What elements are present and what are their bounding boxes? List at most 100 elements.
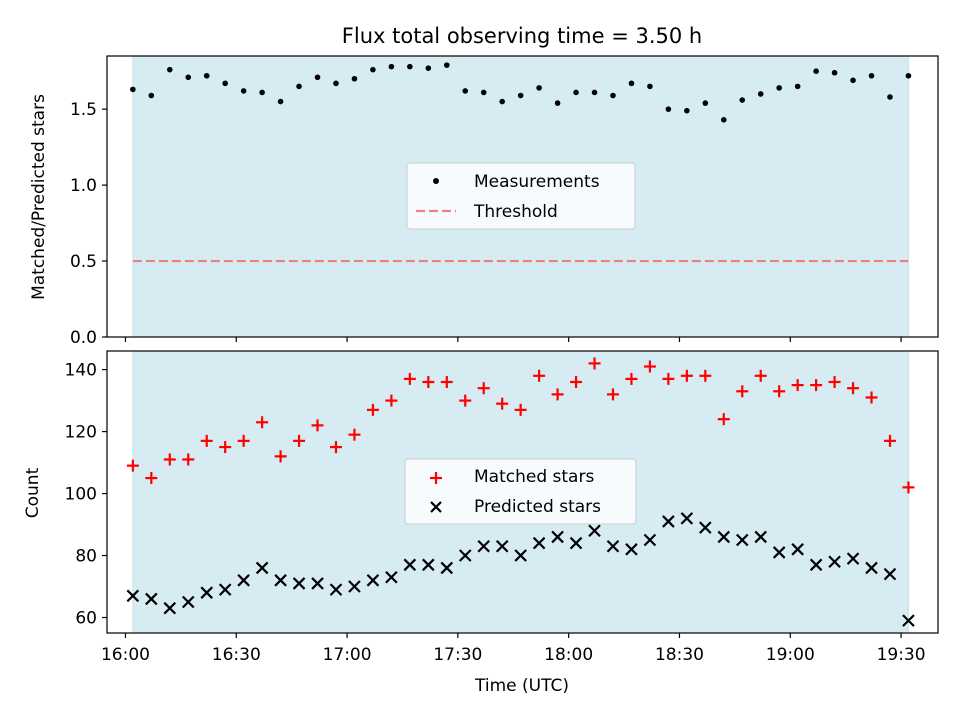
predicted-star-point — [237, 574, 250, 587]
matched-star-point — [256, 416, 269, 429]
predicted-star-point — [717, 530, 731, 544]
predicted-star-point — [218, 583, 232, 596]
measurement-point — [720, 116, 727, 123]
matched-star-point — [902, 481, 915, 494]
measurement-point — [259, 89, 265, 96]
matched-star-point — [403, 372, 416, 385]
measurement-point — [610, 92, 616, 99]
predicted-star-point — [643, 533, 657, 547]
predicted-star-point — [699, 521, 712, 534]
predicted-star-point — [514, 549, 527, 562]
matched-star-point — [496, 397, 509, 410]
measurement-point — [148, 92, 155, 99]
measurement-point — [757, 91, 764, 97]
measurement-point — [647, 83, 653, 90]
predicted-star-point — [274, 574, 287, 587]
matched-star-point — [514, 403, 527, 416]
x-tick-label: 19:30 — [877, 645, 926, 665]
predicted-star-point — [569, 536, 583, 550]
predicted-star-point — [126, 589, 140, 603]
measurement-point — [443, 62, 450, 68]
bottom-y-tick-label: 80 — [75, 547, 97, 567]
predicted-star-point — [145, 592, 158, 606]
predicted-star-point — [883, 567, 897, 581]
predicted-star-point — [495, 539, 509, 553]
measurement-point — [702, 100, 709, 106]
measurements-points — [130, 62, 912, 123]
predicted-star-point — [292, 577, 306, 590]
predicted-star-point — [458, 549, 472, 562]
measurement-point — [499, 98, 505, 105]
measurement-point — [407, 63, 413, 70]
matched-star-point — [182, 453, 195, 466]
matched-star-point — [736, 385, 749, 398]
matched-star-point — [533, 369, 546, 382]
predicted-star-point — [329, 583, 343, 596]
predicted-star-point — [606, 539, 620, 553]
measurement-point — [776, 85, 782, 91]
matched-star-point — [699, 369, 712, 382]
top-y-tick-label: 0.5 — [70, 252, 97, 272]
measurement-point — [628, 80, 635, 87]
bottom-y-axis-label: Count — [23, 467, 43, 518]
matched-star-point — [459, 394, 472, 407]
predicted-star-point — [791, 543, 804, 556]
matched-star-point — [219, 441, 232, 454]
x-tick-label: 17:00 — [323, 645, 372, 665]
top-axes: 0.0 0.5 1.0 1.5 Matched/Predicted stars Mea… — [29, 55, 939, 348]
measurement-point — [240, 88, 247, 94]
matched-star-point — [773, 385, 786, 398]
measurement-point — [222, 80, 228, 87]
predicted-star-point — [625, 543, 638, 556]
matched-star-point — [145, 472, 158, 485]
matched-star-point — [847, 382, 860, 395]
measurement-point — [333, 80, 339, 87]
matched-star-point — [293, 434, 306, 447]
bottom-legend: Matched stars Predicted stars — [404, 458, 637, 525]
bottom-legend-box — [404, 458, 637, 525]
measurement-point — [591, 89, 598, 96]
predicted-stars-points — [126, 512, 915, 627]
x-tick-label: 18:30 — [655, 645, 704, 665]
matched-star-point — [329, 441, 342, 454]
matched-star-point — [348, 428, 361, 441]
predicted-star-point — [348, 580, 361, 593]
x-tick-label: 16:00 — [101, 645, 150, 665]
predicted-star-point — [255, 561, 269, 575]
bottom-x-ticks: 16:00 16:30 17:00 17:30 18:00 18:30 19:00 19:30 — [101, 633, 926, 665]
measurement-point — [314, 74, 321, 81]
matched-star-point — [551, 388, 564, 401]
measurement-point — [166, 66, 173, 73]
measurement-point — [868, 72, 875, 79]
predicted-star-point — [532, 536, 546, 550]
matched-star-point — [477, 382, 490, 395]
matched-star-point — [810, 379, 823, 392]
matched-star-point — [274, 450, 287, 463]
top-y-axis-label: Matched/Predicted stars — [29, 94, 49, 300]
matched-star-point — [588, 357, 601, 370]
predicted-star-point — [735, 533, 749, 547]
measurement-point — [887, 94, 893, 100]
matched-star-point — [883, 434, 896, 447]
legend-predicted-label: Predicted stars — [474, 497, 601, 517]
legend-measurements-marker — [433, 178, 439, 184]
predicted-star-point — [828, 555, 841, 569]
measurement-point — [831, 69, 838, 76]
predicted-star-point — [551, 530, 564, 544]
chart-title: Flux total observing time = 3.50 h — [342, 24, 702, 48]
matched-star-point — [643, 360, 656, 373]
top-legend: Measurements Threshold — [406, 162, 636, 230]
measurement-point — [517, 92, 524, 99]
x-tick-label: 19:00 — [766, 645, 815, 665]
bottom-y-tick-label: 100 — [65, 485, 97, 505]
matched-star-point — [828, 375, 841, 388]
predicted-star-point — [422, 558, 435, 572]
measurement-point — [905, 72, 912, 79]
matched-star-point — [385, 394, 398, 407]
bottom-y-tick-label: 140 — [65, 361, 97, 381]
top-x-ticks — [124, 337, 902, 342]
top-axes-frame — [106, 55, 939, 338]
matched-star-point — [237, 434, 250, 447]
